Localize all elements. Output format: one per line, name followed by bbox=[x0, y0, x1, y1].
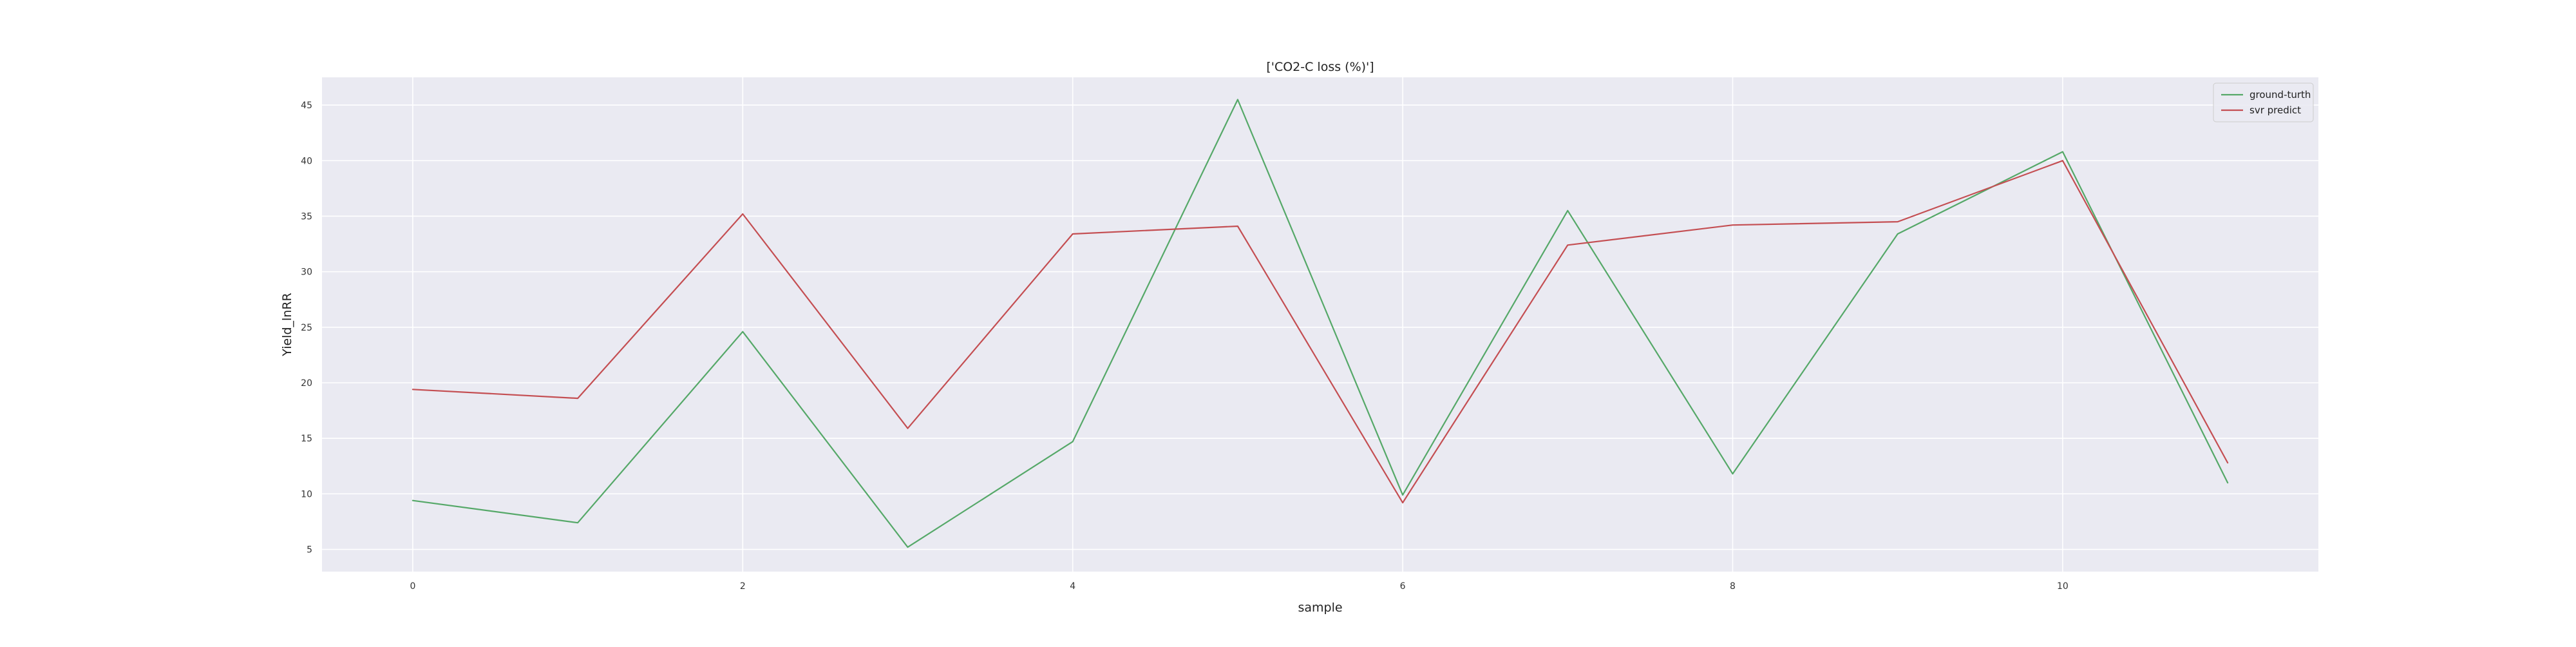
y-tick-label: 40 bbox=[301, 156, 312, 166]
y-tick-label: 15 bbox=[301, 434, 312, 444]
series-line-svr-predict bbox=[412, 160, 2229, 504]
chart-title: ['CO2-C loss (%)'] bbox=[1266, 60, 1374, 74]
y-tick-label: 25 bbox=[301, 323, 312, 333]
legend: ground-turth svr predict bbox=[2213, 82, 2314, 122]
x-tick-label: 2 bbox=[740, 581, 746, 592]
y-tick-label: 45 bbox=[301, 101, 312, 111]
legend-box bbox=[2213, 82, 2314, 122]
legend-label: svr predict bbox=[2249, 104, 2301, 116]
series-line-ground-turth bbox=[412, 99, 2229, 548]
y-tick-label: 10 bbox=[301, 489, 312, 499]
plot-area bbox=[322, 77, 2318, 572]
x-tick-label: 0 bbox=[410, 581, 415, 592]
y-axis-label: Yield_lnRR bbox=[280, 293, 294, 356]
y-tick-label: 30 bbox=[301, 267, 312, 278]
x-axis-label: sample bbox=[1298, 601, 1342, 615]
x-tick-label: 6 bbox=[1400, 581, 1406, 592]
grid-lines bbox=[322, 77, 2318, 572]
x-tick-label: 10 bbox=[2057, 581, 2069, 592]
series-lines bbox=[412, 99, 2229, 548]
x-tick-label: 4 bbox=[1070, 581, 1075, 592]
y-tick-label: 35 bbox=[301, 211, 312, 222]
y-tick-label: 20 bbox=[301, 378, 312, 389]
legend-label: ground-turth bbox=[2249, 89, 2311, 101]
tick-labels: 0 2 4 6 8 10 5 10 15 20 25 30 35 40 45 bbox=[301, 101, 2069, 592]
x-tick-label: 8 bbox=[1730, 581, 1736, 592]
y-tick-label: 5 bbox=[307, 545, 312, 555]
